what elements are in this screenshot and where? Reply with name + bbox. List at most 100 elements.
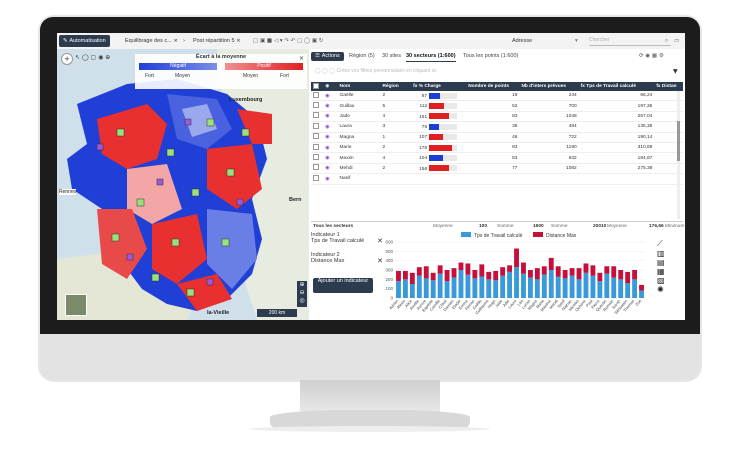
chart-bar [541,266,547,275]
x-tick-label: Hugo [486,298,496,309]
table-row[interactable]: ◉ Jade 4 151 83 1048 267,04 [311,111,683,123]
satellite-toggle[interactable] [65,294,87,316]
add-indicator-button[interactable]: Ajouter un indicateur [313,278,373,293]
eye-icon[interactable]: ◉ [323,100,338,112]
tab-region[interactable]: Région (5) [349,53,375,59]
chevron-down-icon[interactable]: ▾ [575,38,578,44]
col-tps[interactable]: fx Tps de Travail calculé [578,82,655,91]
zoom-controls-icon[interactable]: ⊕ ⊖ ◎ [297,281,307,307]
row-checkbox[interactable] [311,111,324,123]
remove-indicator1-icon[interactable]: ✕ [377,237,383,245]
chart-bar [479,264,485,277]
col-region[interactable]: Région [380,82,412,91]
eye-icon[interactable]: ◉ [323,152,338,164]
table-row[interactable]: ◉ Marie 2 176 83 1190 310,69 [311,142,683,154]
table-row[interactable]: ◉ Nasif [311,173,683,185]
eye-icon[interactable]: ◉ [323,82,338,91]
tab-points[interactable]: Tous les points (1:600) [463,53,519,59]
col-distance[interactable]: fx Distan [654,82,683,91]
table-row[interactable]: ◉ Laura 3 76 38 484 135,36 [311,121,683,133]
x-tick-label: Lucas [520,298,531,309]
cell-distance [654,121,683,133]
row-checkbox[interactable] [311,121,324,133]
row-checkbox[interactable] [311,163,324,175]
chart-bar [430,272,436,281]
col-charge[interactable]: fx % Charge [411,82,467,91]
table-row[interactable]: ◉ Magna 1 107 46 722 190,14 [311,132,683,143]
filter-bar[interactable]: ◯ ◯ ◯ Créez vos filtres personnalisés en… [315,68,436,74]
row-checkbox[interactable] [311,100,324,112]
search-input[interactable]: Chercher [589,36,671,46]
grouped-chart-icon[interactable]: ▧ [657,276,665,285]
city-rennes: Rennes [59,189,77,195]
chart-bar [541,274,547,298]
filter-icon[interactable]: ▼ [673,68,678,75]
nav-arrow-icon[interactable]: › [183,38,186,44]
eye-icon[interactable]: ◉ [323,121,338,133]
table-row[interactable]: ◉ Maxim 4 104 53 632 184,87 [311,152,683,164]
close-icon[interactable]: × [236,38,241,44]
charge-bar [429,92,458,99]
eye-icon[interactable]: ◉ [323,163,338,175]
tab-sites[interactable]: 30 sites [382,53,401,59]
tab-post-repartition[interactable]: Post répartition 5 × [193,36,241,46]
chart-bar [416,267,422,276]
eye-icon[interactable]: ◉ [323,111,338,123]
actions-button[interactable]: ☰ Actions [311,52,344,61]
close-icon[interactable]: × [299,55,305,62]
legend-title: Écart à la moyenne [195,54,247,60]
map-tools-icons[interactable]: ↖ ◯ ▢ ◉ ⊕ [75,54,111,61]
chart-type-icons[interactable]: ⟋ ▥ ▤ ▦ ▧ ✺ [657,239,671,294]
eye-icon[interactable]: ◉ [323,91,338,102]
toolbar-icons[interactable]: ▢ ▣ ■ ◁ ▾ ↷ ↶ ▢ ◯ ▣ ↻ [253,38,324,44]
cell-tps: 184,87 [578,152,655,164]
col-points[interactable]: Nombre de points [466,82,520,91]
row-checkbox[interactable] [311,142,324,154]
radar-chart-icon[interactable]: ✺ [657,285,664,294]
legend-negative: Négatif [139,63,217,70]
row-checkbox[interactable] [311,173,324,185]
table-scrollbar[interactable] [677,91,680,219]
y-tick-label: 200 [385,277,393,282]
map-view[interactable]: + ↖ ◯ ▢ ◉ ⊕ Écart à la moyenne Négatif P… [57,49,309,320]
eye-icon[interactable]: ◉ [323,173,338,185]
select-all-checkbox[interactable] [311,82,324,91]
stacked-chart-icon[interactable]: ▦ [657,267,665,276]
line-chart-icon[interactable]: ⟋ [657,239,663,248]
cell-nom: Laura [337,121,381,133]
cell-charge: 107 [411,132,467,143]
automation-button[interactable]: ✎ Automatisation [59,35,110,47]
tab-equilibrage[interactable]: Equilibrage des c... × [125,36,178,46]
cell-inters: 484 [519,121,579,133]
chart-bar [409,272,415,284]
close-icon[interactable]: × [173,38,178,44]
indicator1-select[interactable]: Tps de Travail calculé ✕ [311,237,383,247]
row-checkbox[interactable] [311,152,324,164]
totals-somme-label: Somme [497,224,514,229]
cell-nom: Nasif [337,173,381,185]
chart-bar [416,275,422,298]
col-nom[interactable]: Nom [337,82,381,91]
eye-icon[interactable]: ◉ [323,132,338,143]
col-inters[interactable]: Nb d'inters prévues [519,82,579,91]
zoom-in-icon[interactable]: + [61,53,73,65]
actions-label: Actions [321,53,340,59]
tab-post-repartition-label: Post répartition 5 [193,38,235,44]
chart-bar [437,273,443,298]
chart-bar [451,277,457,298]
search-icon[interactable]: ⌕ [665,38,669,44]
bar-chart-icon[interactable]: ▥ [657,249,665,258]
table-row[interactable]: ◉ Guillau 5 112 52 700 197,36 [311,100,683,112]
indicator2-select[interactable]: Distance Max ✕ [311,257,383,267]
table-row[interactable]: ◉ Mehdi 2 156 77 1082 275,38 [311,163,683,175]
eye-icon[interactable]: ◉ [323,142,338,154]
view-options-icons[interactable]: ⟳ ◉ ▦ ⚙ [639,53,664,59]
monitor-icon[interactable]: ▭ [674,38,680,44]
row-checkbox[interactable] [311,132,324,143]
tab-secteurs[interactable]: 30 secteurs (1:600) [406,52,456,62]
row-checkbox[interactable] [311,91,324,102]
table-row[interactable]: ◉ Gaëlle 2 87 19 244 66,24 [311,91,683,102]
map-scale: 200 km [257,309,297,317]
remove-indicator2-icon[interactable]: ✕ [377,257,383,265]
column-chart-icon[interactable]: ▤ [657,258,665,267]
